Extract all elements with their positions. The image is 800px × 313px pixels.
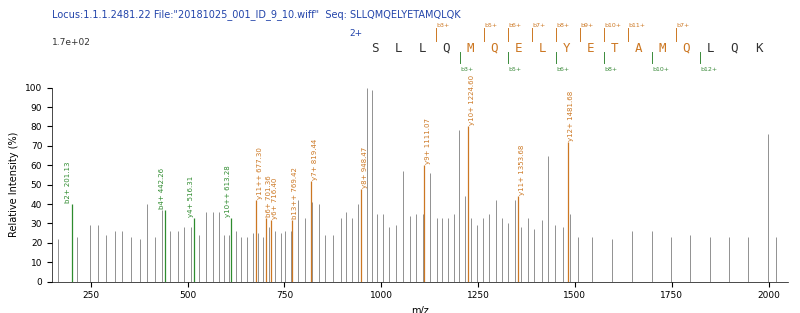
Text: M: M <box>658 42 666 55</box>
Text: L: L <box>418 42 426 55</box>
Text: b7+: b7+ <box>533 23 546 28</box>
Text: b5+: b5+ <box>509 67 522 72</box>
Text: y11+ 1353.68: y11+ 1353.68 <box>518 145 525 195</box>
Text: E: E <box>514 42 522 55</box>
Text: y9+ 1111.07: y9+ 1111.07 <box>425 118 430 164</box>
X-axis label: m/z: m/z <box>411 306 429 313</box>
Text: b6+: b6+ <box>557 67 570 72</box>
Text: K: K <box>754 42 762 55</box>
Text: E: E <box>586 42 594 55</box>
Text: y8+ 948.47: y8+ 948.47 <box>362 146 368 187</box>
Text: Q: Q <box>490 42 498 55</box>
Text: S: S <box>370 42 378 55</box>
Text: y6+ 716.40: y6+ 716.40 <box>272 177 278 218</box>
Text: Q: Q <box>730 42 738 55</box>
Text: b4+ 442.26: b4+ 442.26 <box>159 168 165 209</box>
Text: b13++ 769.42: b13++ 769.42 <box>292 167 298 218</box>
Text: y10++ 613.28: y10++ 613.28 <box>225 165 231 217</box>
Text: 2+: 2+ <box>350 28 362 38</box>
Text: L: L <box>394 42 402 55</box>
Text: b12+: b12+ <box>701 67 718 72</box>
Text: b11+: b11+ <box>629 23 646 28</box>
Text: b3+: b3+ <box>437 23 450 28</box>
Y-axis label: Relative Intensity (%): Relative Intensity (%) <box>10 132 19 237</box>
Text: M: M <box>466 42 474 55</box>
Text: b9+: b9+ <box>581 23 594 28</box>
Text: 1.7e+02: 1.7e+02 <box>52 38 91 47</box>
Text: Locus:1.1.1.2481.22 File:"20181025_001_ID_9_10.wiff"  Seq: SLLQMQELYETAMQLQK: Locus:1.1.1.2481.22 File:"20181025_001_I… <box>52 9 461 20</box>
Text: b10+: b10+ <box>605 23 622 28</box>
Text: y11++ 677.30: y11++ 677.30 <box>257 147 262 199</box>
Text: L: L <box>706 42 714 55</box>
Text: y4+ 516.31: y4+ 516.31 <box>187 176 194 217</box>
Text: y10+ 1224.60: y10+ 1224.60 <box>469 75 474 126</box>
Text: b10+: b10+ <box>653 67 670 72</box>
Text: b5+: b5+ <box>485 23 498 28</box>
Text: b6+: b6+ <box>509 23 522 28</box>
Text: b6+ 701.36: b6+ 701.36 <box>266 175 272 217</box>
Text: Y: Y <box>562 42 570 55</box>
Text: b8+: b8+ <box>557 23 570 28</box>
Text: b2+ 201.13: b2+ 201.13 <box>66 162 71 203</box>
Text: A: A <box>634 42 642 55</box>
Text: b7+: b7+ <box>677 23 690 28</box>
Text: b8+: b8+ <box>605 67 618 72</box>
Text: y7+ 819.44: y7+ 819.44 <box>312 139 318 180</box>
Text: Q: Q <box>682 42 690 55</box>
Text: T: T <box>610 42 618 55</box>
Text: L: L <box>538 42 546 55</box>
Text: Q: Q <box>442 42 450 55</box>
Text: b3+: b3+ <box>461 67 474 72</box>
Text: y12+ 1481.68: y12+ 1481.68 <box>568 91 574 141</box>
